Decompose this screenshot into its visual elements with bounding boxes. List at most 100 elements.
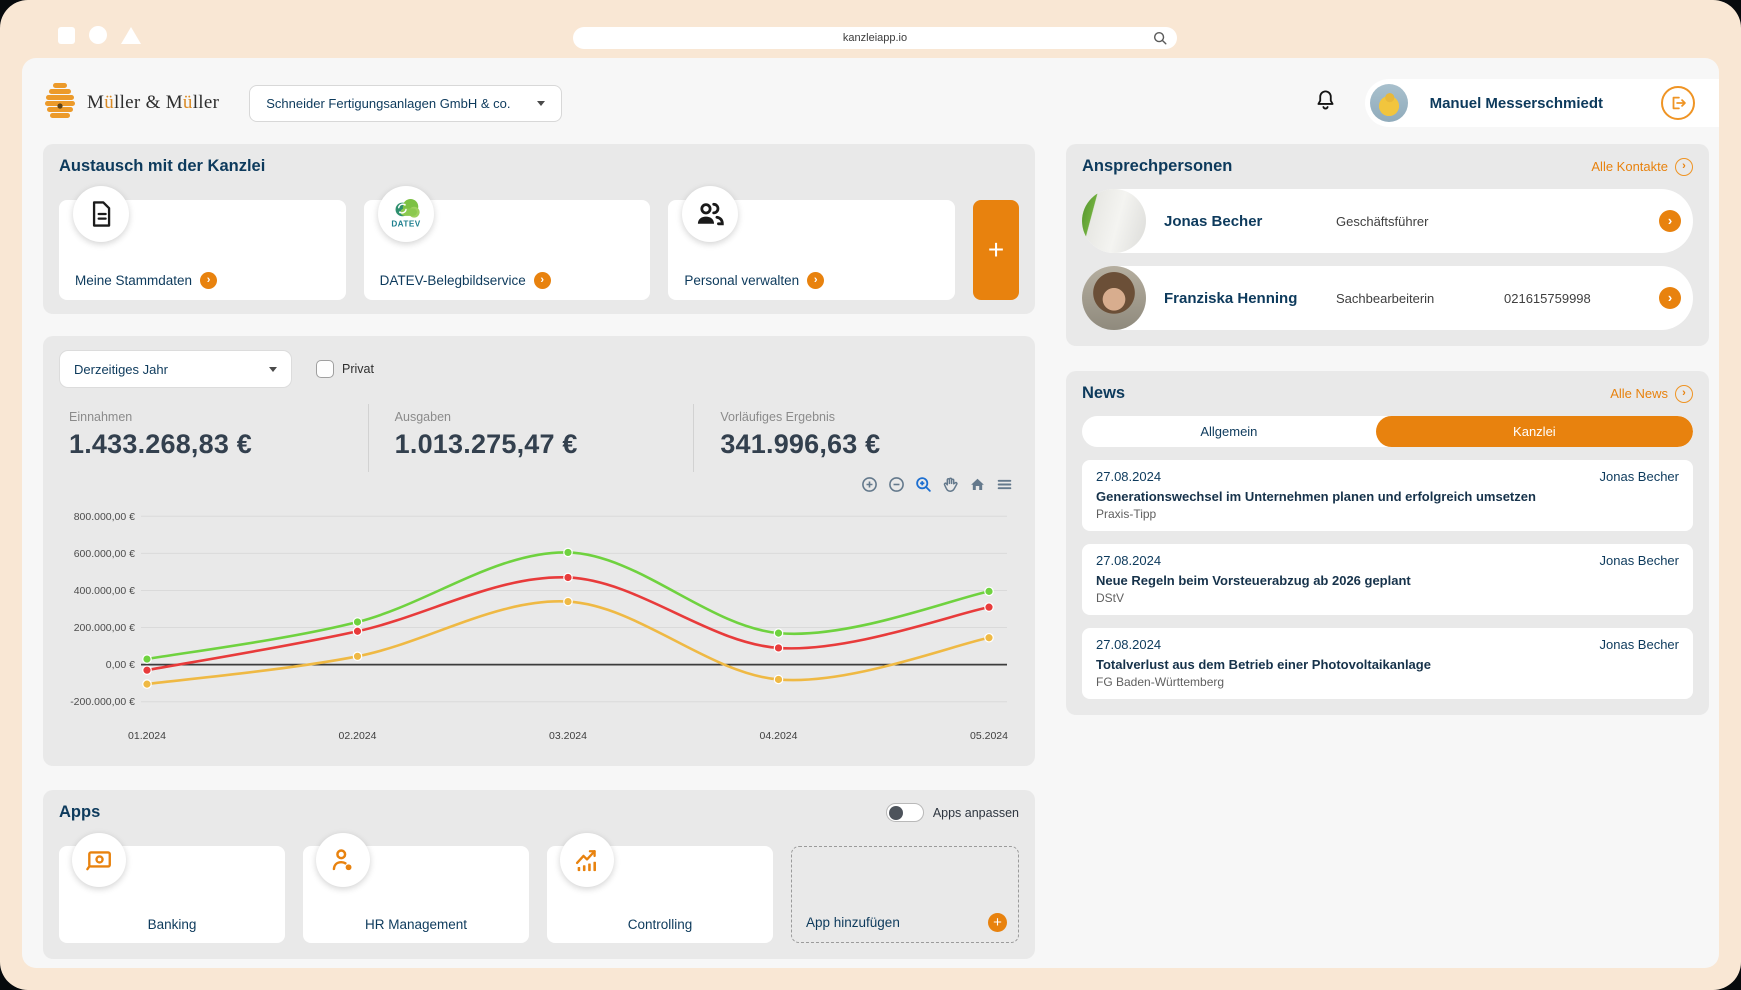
svg-text:01.2024: 01.2024: [128, 730, 166, 742]
news-panel: News Alle News › Allgemein Kanzlei: [1066, 371, 1709, 715]
contact-row-franziska-henning[interactable]: Franziska Henning Sachbearbeiterin 02161…: [1082, 266, 1693, 330]
controlling-icon: [560, 833, 614, 887]
finance-line-chart[interactable]: 800.000,00 € 600.000,00 € 400.000,00 € 200.…: [59, 495, 1017, 747]
app-card-controlling[interactable]: Controlling: [547, 833, 773, 943]
chevron-down-icon: [269, 366, 277, 372]
svg-text:400.000,00 €: 400.000,00 €: [74, 585, 135, 597]
svg-text:02.2024: 02.2024: [339, 730, 377, 742]
svg-text:600.000,00 €: 600.000,00 €: [74, 548, 135, 560]
chevron-down-icon: [536, 100, 545, 106]
app-label: Banking: [147, 917, 197, 932]
finance-stats: Einnahmen 1.433.268,83 € Ausgaben 1.013.…: [59, 404, 1019, 472]
toggle-knob: [888, 805, 903, 820]
logout-button[interactable]: [1661, 86, 1695, 120]
apps-header: Apps Apps anpassen: [59, 803, 1019, 822]
pan-icon[interactable]: [942, 476, 959, 493]
chevron-right-icon[interactable]: ›: [533, 272, 551, 289]
window-controls: [58, 26, 141, 44]
news-tabs: Allgemein Kanzlei: [1082, 416, 1693, 447]
stat-ausgaben: Ausgaben 1.013.275,47 €: [367, 404, 694, 472]
zoom-in-icon[interactable]: [861, 476, 878, 493]
all-news-link[interactable]: Alle News ›: [1610, 384, 1693, 403]
beehive-logo-icon: [43, 82, 77, 125]
news-title: News: [1082, 384, 1126, 402]
svg-text:200.000,00 €: 200.000,00 €: [74, 622, 135, 634]
svg-text:05.2024: 05.2024: [970, 730, 1008, 742]
avatar: [1082, 189, 1146, 253]
apps-card-row: Banking HR Managem: [59, 833, 1019, 943]
company-selector[interactable]: Schneider Fertigungsanlagen GmbH & co.: [249, 84, 562, 122]
apps-panel: Apps Apps anpassen: [43, 790, 1035, 959]
window-square-icon[interactable]: [58, 26, 75, 44]
brand-name: Müller & Müller: [87, 92, 220, 113]
banking-icon: [72, 833, 126, 887]
chart-toolbar: [59, 476, 1013, 493]
user-avatar[interactable]: [1369, 84, 1408, 122]
private-checkbox[interactable]: [316, 360, 334, 378]
document-icon: [73, 186, 129, 242]
chevron-right-icon[interactable]: ›: [1659, 210, 1681, 232]
svg-text:-200.000,00 €: -200.000,00 €: [70, 696, 135, 708]
selection-zoom-icon[interactable]: [915, 476, 932, 493]
contact-row-jonas-becher[interactable]: Jonas Becher Geschäftsführer ›: [1082, 189, 1693, 253]
tab-kanzlei[interactable]: Kanzlei: [1375, 416, 1693, 447]
zoom-out-icon[interactable]: [888, 476, 905, 493]
finance-controls: Derzeitiges Jahr Privat: [59, 350, 1019, 388]
all-contacts-link[interactable]: Alle Kontakte ›: [1591, 157, 1693, 176]
news-card[interactable]: 27.08.2024 Jonas Becher Generationswechs…: [1082, 460, 1693, 531]
company-selector-value: Schneider Fertigungsanlagen GmbH & co.: [266, 95, 511, 111]
exchange-title: Austausch mit der Kanzlei: [59, 157, 266, 175]
app-header: Müller & Müller Schneider Fertigungsanla…: [43, 78, 1719, 128]
private-checkbox-wrap[interactable]: Privat: [316, 360, 374, 378]
svg-text:04.2024: 04.2024: [760, 730, 798, 742]
card-meine-stammdaten[interactable]: Meine Stammdaten ›: [59, 186, 346, 300]
chevron-right-icon: ›: [1675, 384, 1693, 403]
apps-title: Apps: [59, 803, 101, 821]
svg-text:DATEV: DATEV: [391, 220, 420, 229]
card-personal-verwalten[interactable]: Personal verwalten ›: [668, 186, 956, 300]
stat-vorlaeufiges-ergebnis: Vorläufiges Ergebnis 341.996,63 €: [693, 404, 1019, 472]
app-card-hr-management[interactable]: HR Management: [303, 833, 529, 943]
chevron-right-icon[interactable]: ›: [200, 272, 218, 289]
header-right: Manuel Messerschmiedt: [1314, 79, 1719, 127]
menu-icon[interactable]: [996, 476, 1013, 493]
period-selector[interactable]: Derzeitiges Jahr: [59, 350, 292, 388]
svg-text:03.2024: 03.2024: [549, 730, 587, 742]
url-text: kanzleiapp.io: [842, 32, 908, 44]
contacts-panel: Ansprechpersonen Alle Kontakte › Jonas B…: [1066, 144, 1709, 346]
exchange-card-row: Meine Stammdaten ›: [59, 186, 1020, 300]
chevron-right-icon: ›: [1675, 157, 1693, 176]
main: Austausch mit der Kanzlei Meine Stammdat…: [22, 128, 1719, 959]
plus-icon[interactable]: +: [988, 913, 1007, 932]
left-column: Austausch mit der Kanzlei Meine Stammdat…: [43, 144, 1035, 959]
add-app-card[interactable]: App hinzufügen +: [791, 846, 1019, 943]
add-exchange-card-button[interactable]: +: [973, 200, 1020, 300]
plus-icon: +: [987, 234, 1005, 265]
user-name: Manuel Messerschmiedt: [1429, 94, 1603, 112]
search-icon[interactable]: [1152, 30, 1168, 51]
hr-icon: [316, 833, 370, 887]
news-card[interactable]: 27.08.2024 Jonas Becher Neue Regeln beim…: [1082, 544, 1693, 615]
card-datev-belegbildservice[interactable]: DATEV DATEV-Belegbildservice ›: [363, 186, 651, 300]
apps-customize-toggle[interactable]: [885, 803, 924, 822]
chevron-right-icon[interactable]: ›: [807, 272, 825, 289]
app-content: Müller & Müller Schneider Fertigungsanla…: [22, 58, 1719, 968]
home-icon[interactable]: [969, 476, 986, 493]
app-card-banking[interactable]: Banking: [59, 833, 285, 943]
window-triangle-icon[interactable]: [121, 26, 141, 44]
stat-einnahmen: Einnahmen 1.433.268,83 €: [69, 410, 252, 459]
tab-allgemein[interactable]: Allgemein: [1200, 424, 1258, 439]
avatar: [1082, 266, 1146, 330]
chevron-right-icon[interactable]: ›: [1659, 287, 1681, 309]
user-pill[interactable]: Manuel Messerschmiedt: [1364, 79, 1719, 127]
window-circle-icon[interactable]: [89, 26, 107, 44]
contacts-title: Ansprechpersonen: [1082, 157, 1233, 175]
news-card[interactable]: 27.08.2024 Jonas Becher Totalverlust aus…: [1082, 628, 1693, 699]
card-label: DATEV-Belegbildservice: [379, 273, 526, 288]
url-bar[interactable]: kanzleiapp.io: [573, 27, 1177, 49]
exchange-panel: Austausch mit der Kanzlei Meine Stammdat…: [43, 144, 1035, 314]
brand: Müller & Müller: [43, 82, 219, 125]
finance-panel: Derzeitiges Jahr Privat Einnahmen: [43, 336, 1035, 766]
notifications-bell-icon[interactable]: [1314, 88, 1337, 118]
